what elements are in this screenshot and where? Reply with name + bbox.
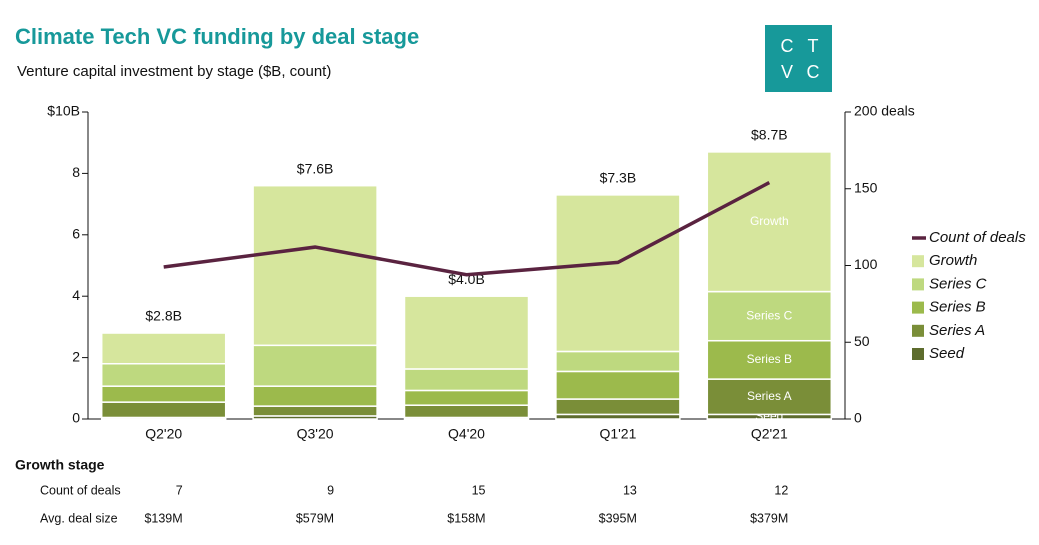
bar-segment [100, 332, 227, 365]
logo-letter: T [808, 36, 819, 56]
bar-segment [252, 385, 378, 407]
legend-label: Count of deals [929, 229, 1026, 246]
table-cell: 9 [327, 483, 334, 497]
y-tick-label: 8 [72, 164, 80, 180]
bar-segment [100, 385, 227, 403]
bar-segment [555, 398, 681, 416]
logo-letter: C [807, 62, 820, 82]
bar-segment [403, 295, 530, 370]
bar-segment [252, 184, 378, 347]
y2-tick-label: 200 deals [854, 103, 915, 119]
bar-segment [555, 350, 681, 373]
total-label: $8.7B [751, 127, 788, 143]
segment-label: Series C [746, 308, 792, 322]
legend-label: Series C [929, 275, 987, 292]
bar-segment [403, 404, 530, 419]
bar-segment [100, 401, 227, 419]
logo-letter: C [781, 36, 794, 56]
bar-segment [252, 344, 378, 387]
bar-segment [555, 370, 681, 400]
legend-swatch [912, 278, 924, 291]
bar-segment [706, 378, 833, 416]
bar-segment [706, 339, 833, 380]
segment-label: Growth [750, 214, 789, 228]
table-row-label: Avg. deal size [40, 511, 118, 525]
y-tick-label: 6 [72, 226, 80, 242]
bar-segment [252, 405, 378, 417]
total-label: $7.6B [297, 160, 334, 176]
y-tick-label: $10B [47, 103, 80, 119]
bar-segment [706, 151, 833, 293]
logo-letter: V [781, 62, 793, 82]
legend-swatch [912, 324, 924, 337]
legend-label: Growth [929, 252, 977, 269]
legend-label: Seed [929, 345, 965, 362]
table-cell: 7 [176, 483, 183, 497]
table-cell: $379M [750, 511, 788, 525]
total-label: $2.8B [145, 308, 182, 324]
y2-tick-label: 100 [854, 256, 878, 272]
legend-swatch [912, 255, 924, 268]
table-title: Growth stage [15, 457, 105, 473]
deal-count-line [163, 181, 771, 277]
bar-segment [706, 290, 833, 342]
table-cell: $579M [296, 511, 334, 525]
x-tick-label: Q3'20 [297, 426, 334, 442]
total-label: $7.3B [600, 170, 637, 186]
y2-tick-label: 50 [854, 333, 870, 349]
legend-swatch [912, 301, 924, 314]
table-cell: $395M [599, 511, 637, 525]
table-row-label: Count of deals [40, 483, 121, 497]
x-tick-label: Q1'21 [599, 426, 636, 442]
legend-label: Series B [929, 299, 986, 316]
segment-label: Series A [747, 389, 792, 403]
segment-label: Series B [747, 352, 792, 366]
y2-tick-label: 0 [854, 410, 862, 426]
bar-segment [403, 368, 530, 392]
bar-segment [555, 194, 681, 353]
table-cell: 15 [472, 483, 486, 497]
y2-tick-label: 150 [854, 179, 878, 195]
bar-segment [100, 362, 227, 387]
y-tick-label: 2 [72, 348, 80, 364]
table-cell: 12 [774, 483, 788, 497]
table-cell: 13 [623, 483, 637, 497]
legend-swatch [912, 348, 924, 360]
chart-title: Climate Tech VC funding by deal stage [15, 24, 419, 49]
table-cell: $139M [144, 511, 182, 525]
x-tick-label: Q4'20 [448, 426, 485, 442]
y-tick-label: 0 [72, 410, 80, 426]
y-tick-label: 4 [72, 287, 80, 303]
bar-segment [403, 389, 530, 406]
table-cell: $158M [447, 511, 485, 525]
chart-subtitle: Venture capital investment by stage ($B,… [17, 63, 331, 80]
x-tick-label: Q2'21 [751, 426, 788, 442]
x-tick-label: Q2'20 [145, 426, 182, 442]
legend-label: Series A [929, 322, 985, 339]
logo-box [765, 25, 832, 92]
